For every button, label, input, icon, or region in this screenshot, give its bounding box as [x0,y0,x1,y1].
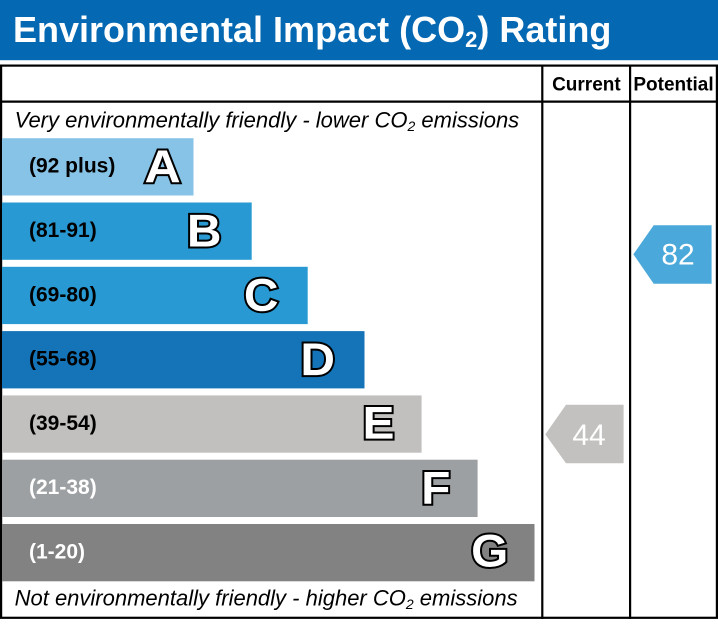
svg-text:(92 plus): (92 plus) [29,155,115,178]
svg-text:Environmental Impact (CO2) Rat: Environmental Impact (CO2) Rating [13,9,611,52]
svg-text:(55-68): (55-68) [29,348,97,371]
svg-text:(69-80): (69-80) [29,283,97,306]
svg-text:Not environmentally friendly -: Not environmentally friendly - higher CO… [15,586,518,613]
svg-text:Very environmentally friendly: Very environmentally friendly - lower CO… [15,108,520,135]
svg-text:Potential: Potential [633,75,713,96]
svg-text:(39-54): (39-54) [29,412,97,435]
svg-text:Current: Current [552,75,621,96]
svg-text:(21-38): (21-38) [29,476,97,499]
svg-text:44: 44 [572,419,605,452]
svg-text:(1-20): (1-20) [29,541,85,564]
svg-text:(81-91): (81-91) [29,219,97,242]
svg-text:82: 82 [661,239,694,272]
